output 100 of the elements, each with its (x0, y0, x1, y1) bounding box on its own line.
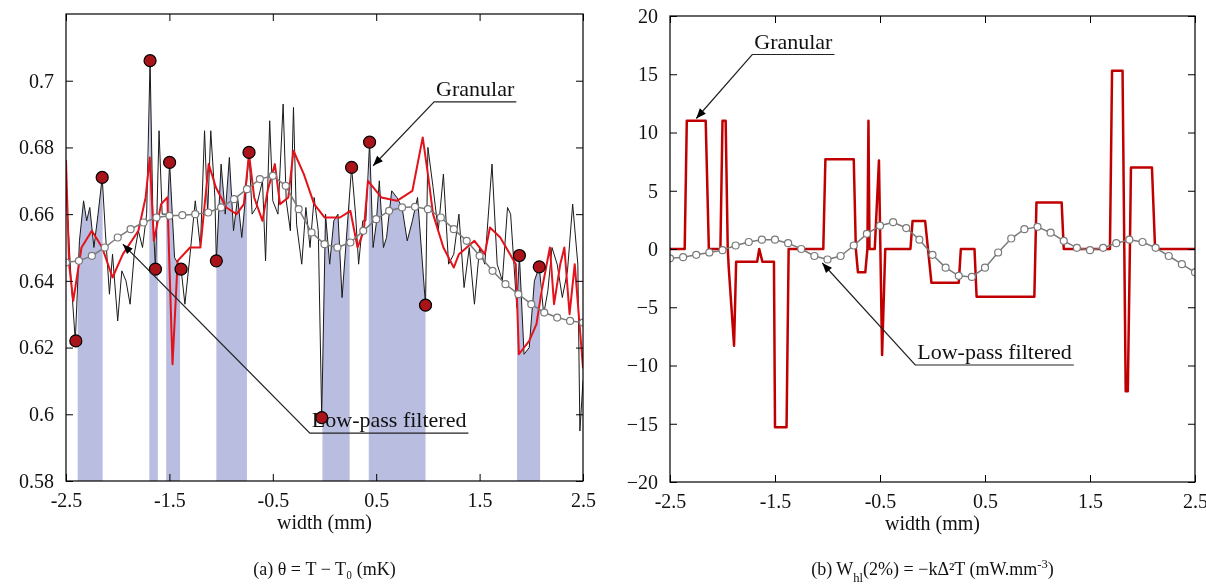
point (705, 248, 714, 257)
y-tick-label: 0.68 (19, 136, 54, 159)
x-tick-label: -2.5 (654, 490, 687, 513)
point (1099, 243, 1108, 252)
point (148, 262, 163, 276)
point (757, 235, 766, 244)
point (281, 181, 290, 190)
point (718, 246, 727, 255)
y-tick-label: 0.66 (19, 203, 54, 226)
point (1046, 228, 1055, 237)
y-tick-label: −10 (626, 354, 658, 377)
point (540, 308, 549, 317)
point (967, 272, 976, 282)
point (418, 298, 433, 312)
point (174, 262, 188, 276)
point (204, 208, 213, 217)
point (731, 241, 740, 250)
point (512, 248, 527, 263)
point (1112, 239, 1121, 248)
point (980, 263, 990, 272)
point (784, 239, 793, 248)
point (113, 233, 122, 242)
point (514, 290, 523, 299)
y-tick-label: 0.6 (29, 403, 54, 426)
x-axis-title: width (mm) (277, 511, 372, 534)
point (294, 205, 303, 214)
x-tick-label: -0.5 (864, 490, 897, 513)
annotation: Granular (754, 28, 834, 54)
y-tick-label: 0.62 (19, 336, 54, 359)
point (501, 280, 510, 289)
point (152, 213, 161, 222)
annotation: Low-pass filtered (917, 338, 1072, 364)
x-tick-label: -1.5 (759, 490, 792, 513)
point (217, 203, 226, 212)
point (889, 218, 898, 227)
point (359, 226, 368, 235)
point (163, 155, 177, 170)
x-axis-title: width (mm) (885, 512, 980, 535)
point (849, 241, 858, 250)
point (810, 251, 819, 261)
point (862, 229, 871, 238)
point (436, 213, 445, 222)
point (527, 300, 536, 309)
point (209, 254, 223, 268)
point (385, 206, 394, 215)
point (178, 211, 187, 220)
point (744, 237, 753, 247)
point (836, 251, 845, 261)
point (823, 255, 832, 264)
point (1059, 236, 1068, 245)
point (994, 248, 1003, 257)
y-tick-label: 0 (648, 237, 658, 260)
y-tick-label: 15 (638, 63, 658, 86)
x-tick-label: 1.5 (1078, 490, 1103, 513)
point (1007, 234, 1016, 243)
point (462, 236, 471, 245)
point (928, 250, 937, 259)
y-tick-label: 0.58 (19, 469, 54, 492)
point (410, 202, 420, 211)
point (165, 211, 174, 220)
x-tick-label: -2.5 (50, 489, 83, 512)
point (229, 195, 239, 204)
text: (a) θ = T − T₀ (mK) (253, 559, 396, 580)
point (320, 240, 329, 249)
point (1177, 260, 1186, 269)
point (532, 260, 546, 274)
point (565, 316, 575, 325)
y-tick-label: −20 (626, 470, 658, 493)
point (255, 175, 264, 184)
point (362, 135, 377, 149)
point (242, 185, 252, 194)
line-series (670, 69, 1195, 429)
point (69, 334, 83, 348)
x-tick-label: 2.5 (571, 489, 596, 512)
point (423, 205, 432, 214)
point (449, 225, 458, 234)
point (268, 171, 277, 180)
y-tick-label: −15 (626, 412, 658, 435)
point (770, 235, 780, 244)
point (139, 218, 148, 227)
point (397, 203, 407, 212)
annotation: Low-pass filtered (311, 407, 467, 433)
point (100, 243, 109, 252)
point (488, 266, 497, 275)
y-tick-label: −5 (636, 296, 658, 319)
point (941, 263, 950, 272)
point (1138, 237, 1147, 247)
y-tick-label: 5 (648, 179, 658, 202)
point (954, 271, 963, 280)
y-tick-label: 10 (638, 121, 658, 144)
point (797, 244, 806, 254)
point (191, 210, 200, 219)
point (344, 160, 359, 175)
point (1020, 225, 1029, 234)
point (1033, 222, 1042, 231)
point (242, 145, 256, 160)
x-tick-label: -1.5 (154, 489, 186, 512)
point (74, 256, 84, 265)
point (143, 54, 157, 68)
point (126, 225, 135, 234)
